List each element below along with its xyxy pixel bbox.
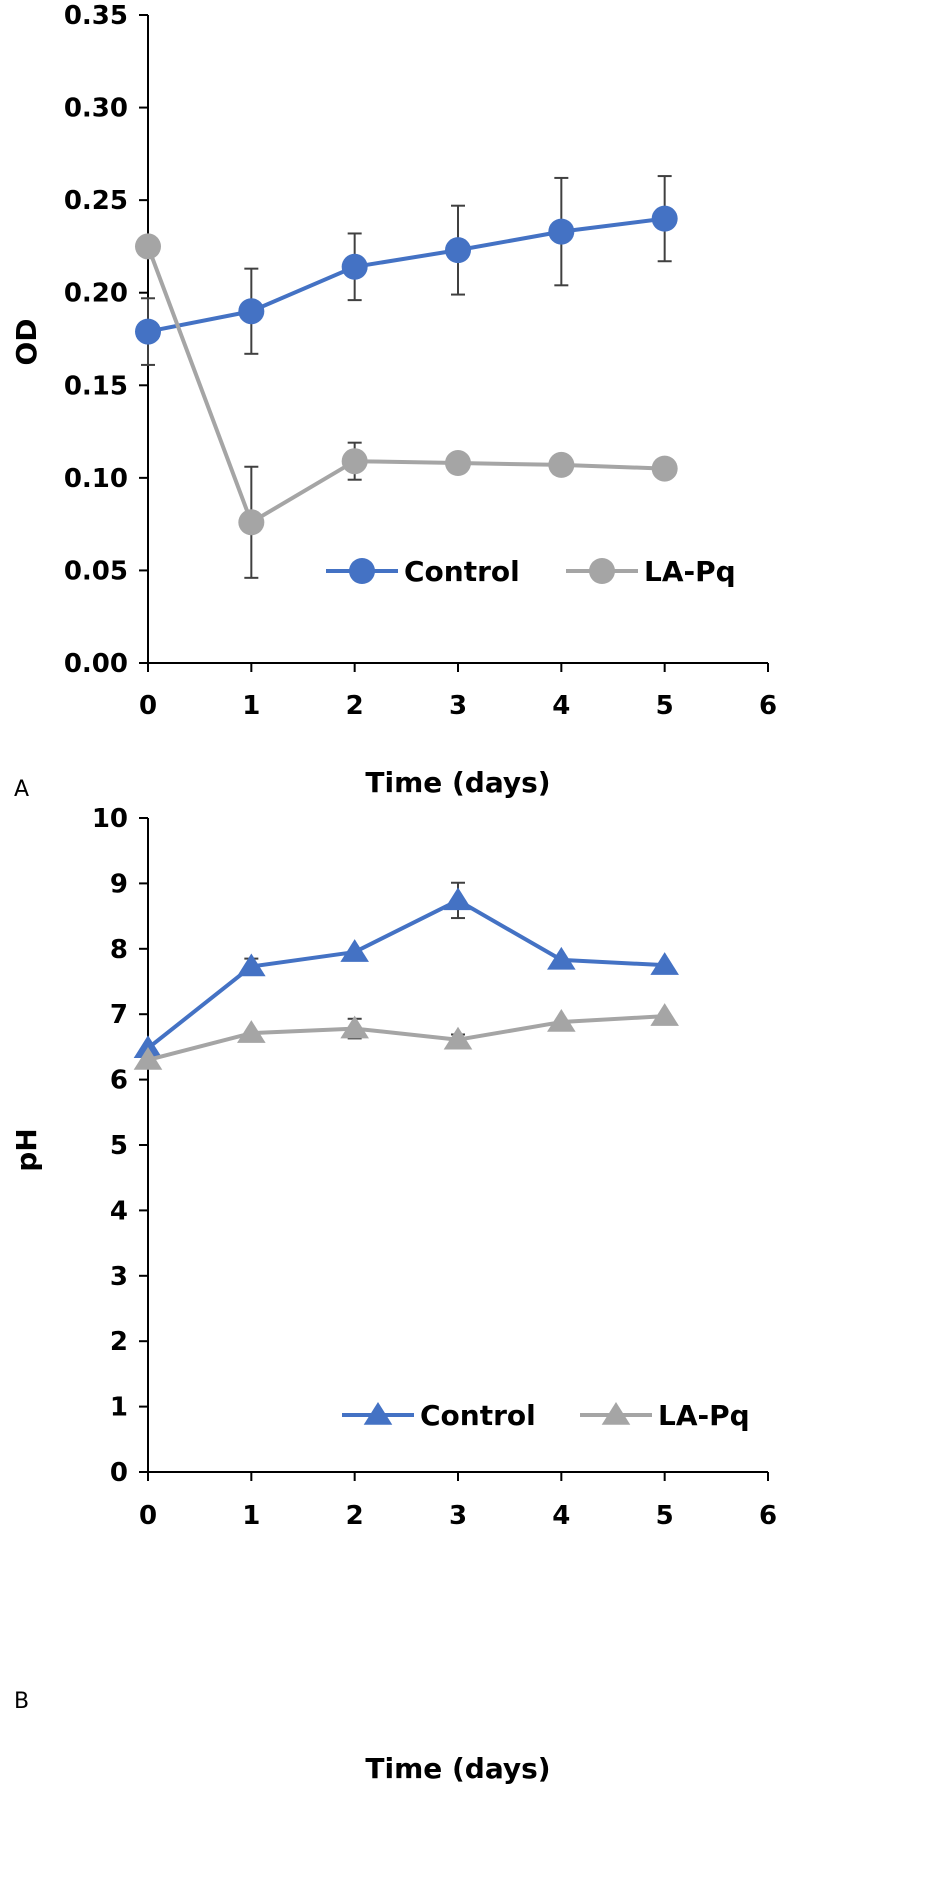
- panel-a-x-tick-label: 1: [242, 691, 260, 721]
- panel-b-data-point: [443, 1026, 473, 1050]
- panel-a-data-point: [651, 205, 678, 232]
- panel-a-chart: A Time (days) OD 0.00 0.05 0.10 0.15 0.20 0.2…: [10, 1, 777, 802]
- panel-a-data-point: [341, 448, 368, 475]
- panel-b-y-tick-label: 2: [110, 1327, 128, 1357]
- panel-a-series-line: [147, 216, 665, 334]
- panel-a-legend-marker: [589, 558, 615, 584]
- panel-a-y-tick-label: 0.15: [64, 371, 128, 401]
- panel-b-legend: Control LA-Pq: [342, 1399, 750, 1432]
- panel-b-data-point: [133, 1035, 163, 1058]
- panel-b-y-tick-label: 3: [110, 1262, 128, 1292]
- panel-b-legend-label: Control: [420, 1399, 536, 1432]
- panel-a-data-point: [445, 450, 471, 477]
- panel-a-y-tick-label: 0.05: [64, 556, 128, 586]
- panel-b-y-tick-label: 0: [110, 1458, 128, 1488]
- panel-b-y-tick-label: 7: [110, 1000, 128, 1030]
- panel-a-y-tick-label: 0.25: [64, 186, 128, 216]
- panel-b-y-tick-label: 4: [110, 1196, 128, 1226]
- panel-b-x-axis-title: Time (days): [365, 1752, 550, 1785]
- panel-a-y-tick-label: 0.20: [64, 279, 128, 309]
- panel-b-data-point: [547, 1009, 576, 1032]
- panel-a-data-point: [238, 509, 265, 536]
- panel-b-data-point: [340, 939, 369, 962]
- panel-b-legend-marker: [363, 1402, 393, 1425]
- panel-a-data-point: [341, 253, 368, 280]
- panel-a-x-axis-title: Time (days): [365, 766, 550, 799]
- panel-b-data-point: [133, 1046, 163, 1070]
- panel-a-data-point: [135, 233, 161, 260]
- panel-b-y-tick-label: 6: [110, 1066, 128, 1096]
- panel-a-y-tick-label: 0.35: [64, 1, 128, 31]
- panel-b-data-point: [237, 953, 266, 977]
- panel-b-legend-label: LA-Pq: [658, 1399, 750, 1432]
- panel-b-y-tick-label: 1: [110, 1393, 128, 1423]
- panel-b-label: B: [14, 1689, 29, 1714]
- panel-b-y-tick-label: 10: [92, 804, 128, 834]
- panel-a-series-la-pq: [135, 233, 678, 579]
- panel-a-series-control: [135, 175, 678, 366]
- panel-b-series-line: [146, 898, 665, 1050]
- panel-b-data-point: [340, 1015, 369, 1039]
- panel-a-data-point: [445, 237, 471, 264]
- panel-b-plot-area: 0 1 2 3 4 5 6 7 8 9 10 0 1 2 3 4 5 6 Control LA-Pq: [92, 804, 777, 1531]
- panel-b-chart: B Time (days) pH 0 1 2 3 4 5 6 7 8 9 10 0 1 2 3 4 5 6 Cont…: [10, 804, 777, 1785]
- panel-b-data-point: [650, 952, 679, 975]
- panel-b-y-axis-title: pH: [10, 1128, 43, 1171]
- panel-b-x-tick-label: 6: [759, 1501, 777, 1531]
- panel-a-data-point: [548, 218, 575, 245]
- panel-b-x-tick-label: 4: [552, 1501, 570, 1531]
- panel-a-x-tick-label: 3: [449, 691, 467, 721]
- panel-a-series-line: [146, 245, 665, 525]
- panel-b-legend-marker: [601, 1402, 631, 1425]
- panel-a-legend: Control LA-Pq: [326, 555, 736, 588]
- panel-a-legend-label: LA-Pq: [644, 555, 736, 588]
- panel-a-data-point: [238, 298, 265, 325]
- panel-a-label: A: [14, 777, 29, 802]
- panel-a-x-tick-label: 5: [656, 691, 674, 721]
- panel-a-data-point: [548, 451, 575, 478]
- panel-b-x-tick-label: 2: [346, 1501, 364, 1531]
- panel-b-data-point: [650, 1003, 679, 1026]
- panel-a-x-tick-label: 6: [759, 691, 777, 721]
- panel-a-legend-marker: [349, 558, 375, 584]
- panel-a-plot-area: 0.00 0.05 0.10 0.15 0.20 0.25 0.30 0.35 0 1 2 3 4 5 6 C…: [64, 1, 777, 721]
- panel-b-y-tick-label: 9: [110, 869, 128, 899]
- panel-a-data-point: [651, 455, 678, 482]
- panel-a-x-tick-label: 2: [346, 691, 364, 721]
- panel-a-y-tick-label: 0.30: [64, 94, 128, 124]
- panel-b-x-tick-label: 5: [656, 1501, 674, 1531]
- panel-a-x-tick-label: 4: [552, 691, 570, 721]
- panel-b-x-tick-label: 0: [139, 1501, 157, 1531]
- panel-a-y-tick-label: 0.00: [64, 649, 128, 679]
- panel-b-series-line: [147, 1014, 665, 1062]
- panel-a-x-tick-label: 0: [139, 691, 157, 721]
- panel-a-y-tick-label: 0.10: [64, 464, 128, 494]
- panel-b-series-la-pq: [133, 1003, 679, 1070]
- panel-b-x-tick-label: 3: [449, 1501, 467, 1531]
- panel-b-data-point: [237, 1020, 266, 1043]
- panel-a-y-axis-title: OD: [10, 318, 43, 365]
- panel-b-y-tick-label: 8: [110, 935, 128, 965]
- panel-b-x-tick-label: 1: [242, 1501, 260, 1531]
- panel-b-y-tick-label: 5: [110, 1131, 128, 1161]
- panel-b-data-point: [547, 946, 576, 970]
- panel-a-legend-label: Control: [404, 555, 520, 588]
- panel-b-data-point: [443, 887, 473, 911]
- panel-a-data-point: [135, 318, 161, 345]
- panel-b-series-control: [133, 881, 679, 1058]
